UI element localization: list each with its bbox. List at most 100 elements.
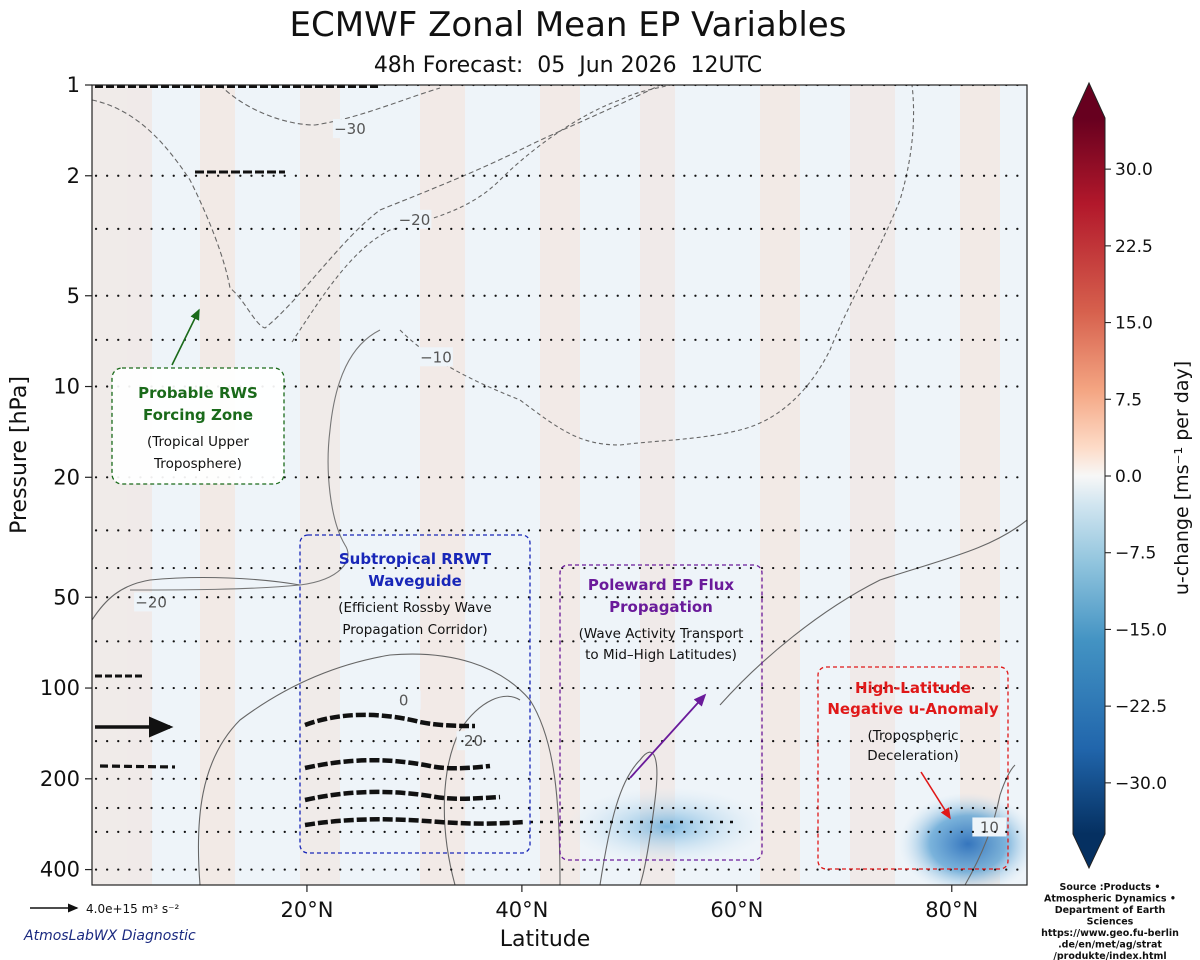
contour-label-bg-4 xyxy=(386,690,421,710)
contour-label-4: 0 xyxy=(399,692,409,710)
source-line-2: Department of Earth xyxy=(1055,905,1166,916)
colorbar-tick-label-5: −7.5 xyxy=(1115,544,1156,564)
colorbar-bottom-extend xyxy=(1073,834,1105,868)
ep-flux-arrows xyxy=(95,85,740,828)
source-line-3: Sciences xyxy=(1087,917,1134,928)
contour-zero-stratosphere xyxy=(129,329,381,591)
x-axis-ticks: 20°N 40°N 60°N 80°N xyxy=(280,885,978,922)
quiver-key-label: 4.0e+15 m³ s⁻² xyxy=(86,902,180,916)
annotation-rrwt-title-1: Subtropical RRWT xyxy=(339,550,492,568)
contour-label-bg-3 xyxy=(134,592,169,612)
contour-label-bg-2 xyxy=(418,347,453,367)
colorbar-tick-label-4: 0.0 xyxy=(1115,467,1142,487)
contour-label-2: −10 xyxy=(420,348,452,366)
annotation-high-lat-body-1: (Tropospheric xyxy=(867,728,958,744)
contour-high-lat xyxy=(719,519,1027,706)
annotation-ep-body-1: (Wave Activity Transport xyxy=(579,626,744,642)
annotation-ep-arrow xyxy=(629,693,707,779)
contour-lines xyxy=(92,85,1027,885)
annotation-ep-title-1: Poleward EP Flux xyxy=(588,576,734,594)
y-tick-label-50: 50 xyxy=(53,585,80,609)
annotation-rrwt-title-2: Waveguide xyxy=(368,572,462,590)
y-tick-label-100: 100 xyxy=(40,676,80,700)
y-tick-label-5: 5 xyxy=(67,284,80,308)
x-tick-label-40: 40°N xyxy=(495,898,548,922)
annotation-ep-title-2: Propagation xyxy=(609,598,713,616)
colorbar-tick-label-1: 22.5 xyxy=(1115,237,1153,257)
contour-minus30 xyxy=(219,85,441,126)
annotation-rws-title-1: Probable RWS xyxy=(138,384,258,402)
annotation-rrwt-body-1: (Efficient Rossby Wave xyxy=(338,600,491,616)
y-tick-label-20: 20 xyxy=(53,465,80,489)
contour-minus20-lower xyxy=(92,576,301,621)
contour-minus10 xyxy=(291,85,671,343)
contour-label-6: 10 xyxy=(980,818,999,836)
annotation-high-lat-title-2: Negative u-Anomaly xyxy=(827,700,998,718)
colorbar-tick-label-2: 15.0 xyxy=(1115,314,1153,334)
x-tick-label-20: 20°N xyxy=(280,898,333,922)
colorbar-tick-label-7: −22.5 xyxy=(1115,697,1167,717)
contour-label-0: −30 xyxy=(334,120,366,138)
chart-subtitle: 48h Forecast: 05 Jun 2026 12UTC xyxy=(374,53,762,78)
colorbar-tick-label-8: −30.0 xyxy=(1115,774,1167,794)
annotation-high-lat-body-2: Deceleration) xyxy=(867,748,958,764)
contour-zero-trop xyxy=(197,653,561,885)
source-credit: Source :Products •Atmospheric Dynamics •… xyxy=(1041,882,1179,960)
annotation-rrwt-body-2: Propagation Corridor) xyxy=(342,622,487,638)
annotation-rrwt: Subtropical RRWT Waveguide (Efficient Ro… xyxy=(299,534,531,854)
contour-minus10-high xyxy=(964,764,1016,885)
colorbar-ticks: 30.0 22.5 15.0 7.5 0.0 −7.5 −15.0 −22.5 −30.0 xyxy=(1105,160,1167,794)
annotation-high-lat-arrow xyxy=(920,771,951,820)
plot-frame xyxy=(91,84,1028,886)
source-line-1: Atmospheric Dynamics • xyxy=(1044,894,1176,905)
y-tick-label-400: 400 xyxy=(40,858,80,882)
annotation-rws-title-2: Forcing Zone xyxy=(143,406,253,424)
annotation-high-lat: High-Latitude Negative u-Anomaly (Tropos… xyxy=(817,666,1009,870)
annotation-rws-body-1: (Tropical Upper xyxy=(147,434,249,450)
arrow-wave-1 xyxy=(304,712,476,729)
x-tick-label-60: 60°N xyxy=(710,898,763,922)
y-tick-label-2: 2 xyxy=(67,164,80,188)
colorbar-tick-label-6: −15.0 xyxy=(1115,620,1167,640)
annotation-high-lat-title-1: High-Latitude xyxy=(855,679,971,697)
annotation-ep-body-2: to Mid–High Latitudes) xyxy=(585,647,737,663)
arrow-wave-3 xyxy=(304,789,501,803)
colorbar-label: u-change [ms⁻¹ per day] xyxy=(1171,361,1193,595)
annotation-ep-flux: Poleward EP Flux Propagation (Wave Activ… xyxy=(559,564,763,861)
arrow-wave-4 xyxy=(304,817,526,828)
colorbar-tick-label-3: 7.5 xyxy=(1115,390,1142,410)
y-tick-label-200: 200 xyxy=(40,767,80,791)
annotation-rws: Probable RWS Forcing Zone (Tropical Uppe… xyxy=(111,308,285,485)
chart-title: ECMWF Zonal Mean EP Variables xyxy=(290,5,847,45)
field-patches xyxy=(92,85,1000,885)
source-line-4: https://www.geo.fu-berlin xyxy=(1041,928,1179,939)
arrow-wave-2 xyxy=(304,758,491,771)
colorbar: 30.0 22.5 15.0 7.5 0.0 −7.5 −15.0 −22.5 −30.0 u-… xyxy=(1072,81,1193,870)
y-axis-ticks: 1 2 5 10 20 50 100 200 400 xyxy=(40,73,92,882)
contour-label-bg-0 xyxy=(332,119,367,139)
x-tick-label-80: 80°N xyxy=(925,898,978,922)
source-line-5: .de/en/met/ag/strat xyxy=(1058,940,1162,951)
y-axis-label: Pressure [hPa] xyxy=(7,376,32,534)
source-line-0: Source :Products • xyxy=(1060,882,1161,893)
x-axis-label: Latitude xyxy=(500,927,591,952)
annotation-rws-arrow xyxy=(171,308,200,366)
contour-label-3: −20 xyxy=(135,593,167,611)
colorbar-tick-label-0: 30.0 xyxy=(1115,160,1153,180)
colorbar-body xyxy=(1073,118,1105,834)
contour-label-bg-1 xyxy=(397,209,432,229)
contour-20-right xyxy=(599,751,658,885)
contour-minus10-trough xyxy=(399,85,915,446)
contour-minus20-upper xyxy=(92,85,661,329)
anomaly-area-0 xyxy=(565,787,769,866)
y-tick-label-1: 1 xyxy=(67,73,80,97)
quiver-key: 4.0e+15 m³ s⁻² xyxy=(30,902,180,916)
source-line-6: /produkte/index.html xyxy=(1053,951,1166,960)
contour-label-bg-6 xyxy=(972,817,1007,837)
colorbar-top-extend xyxy=(1073,83,1105,118)
brand-label: AtmosLabWX Diagnostic xyxy=(23,928,196,944)
annotation-rws-body-2: Troposphere) xyxy=(153,456,242,472)
